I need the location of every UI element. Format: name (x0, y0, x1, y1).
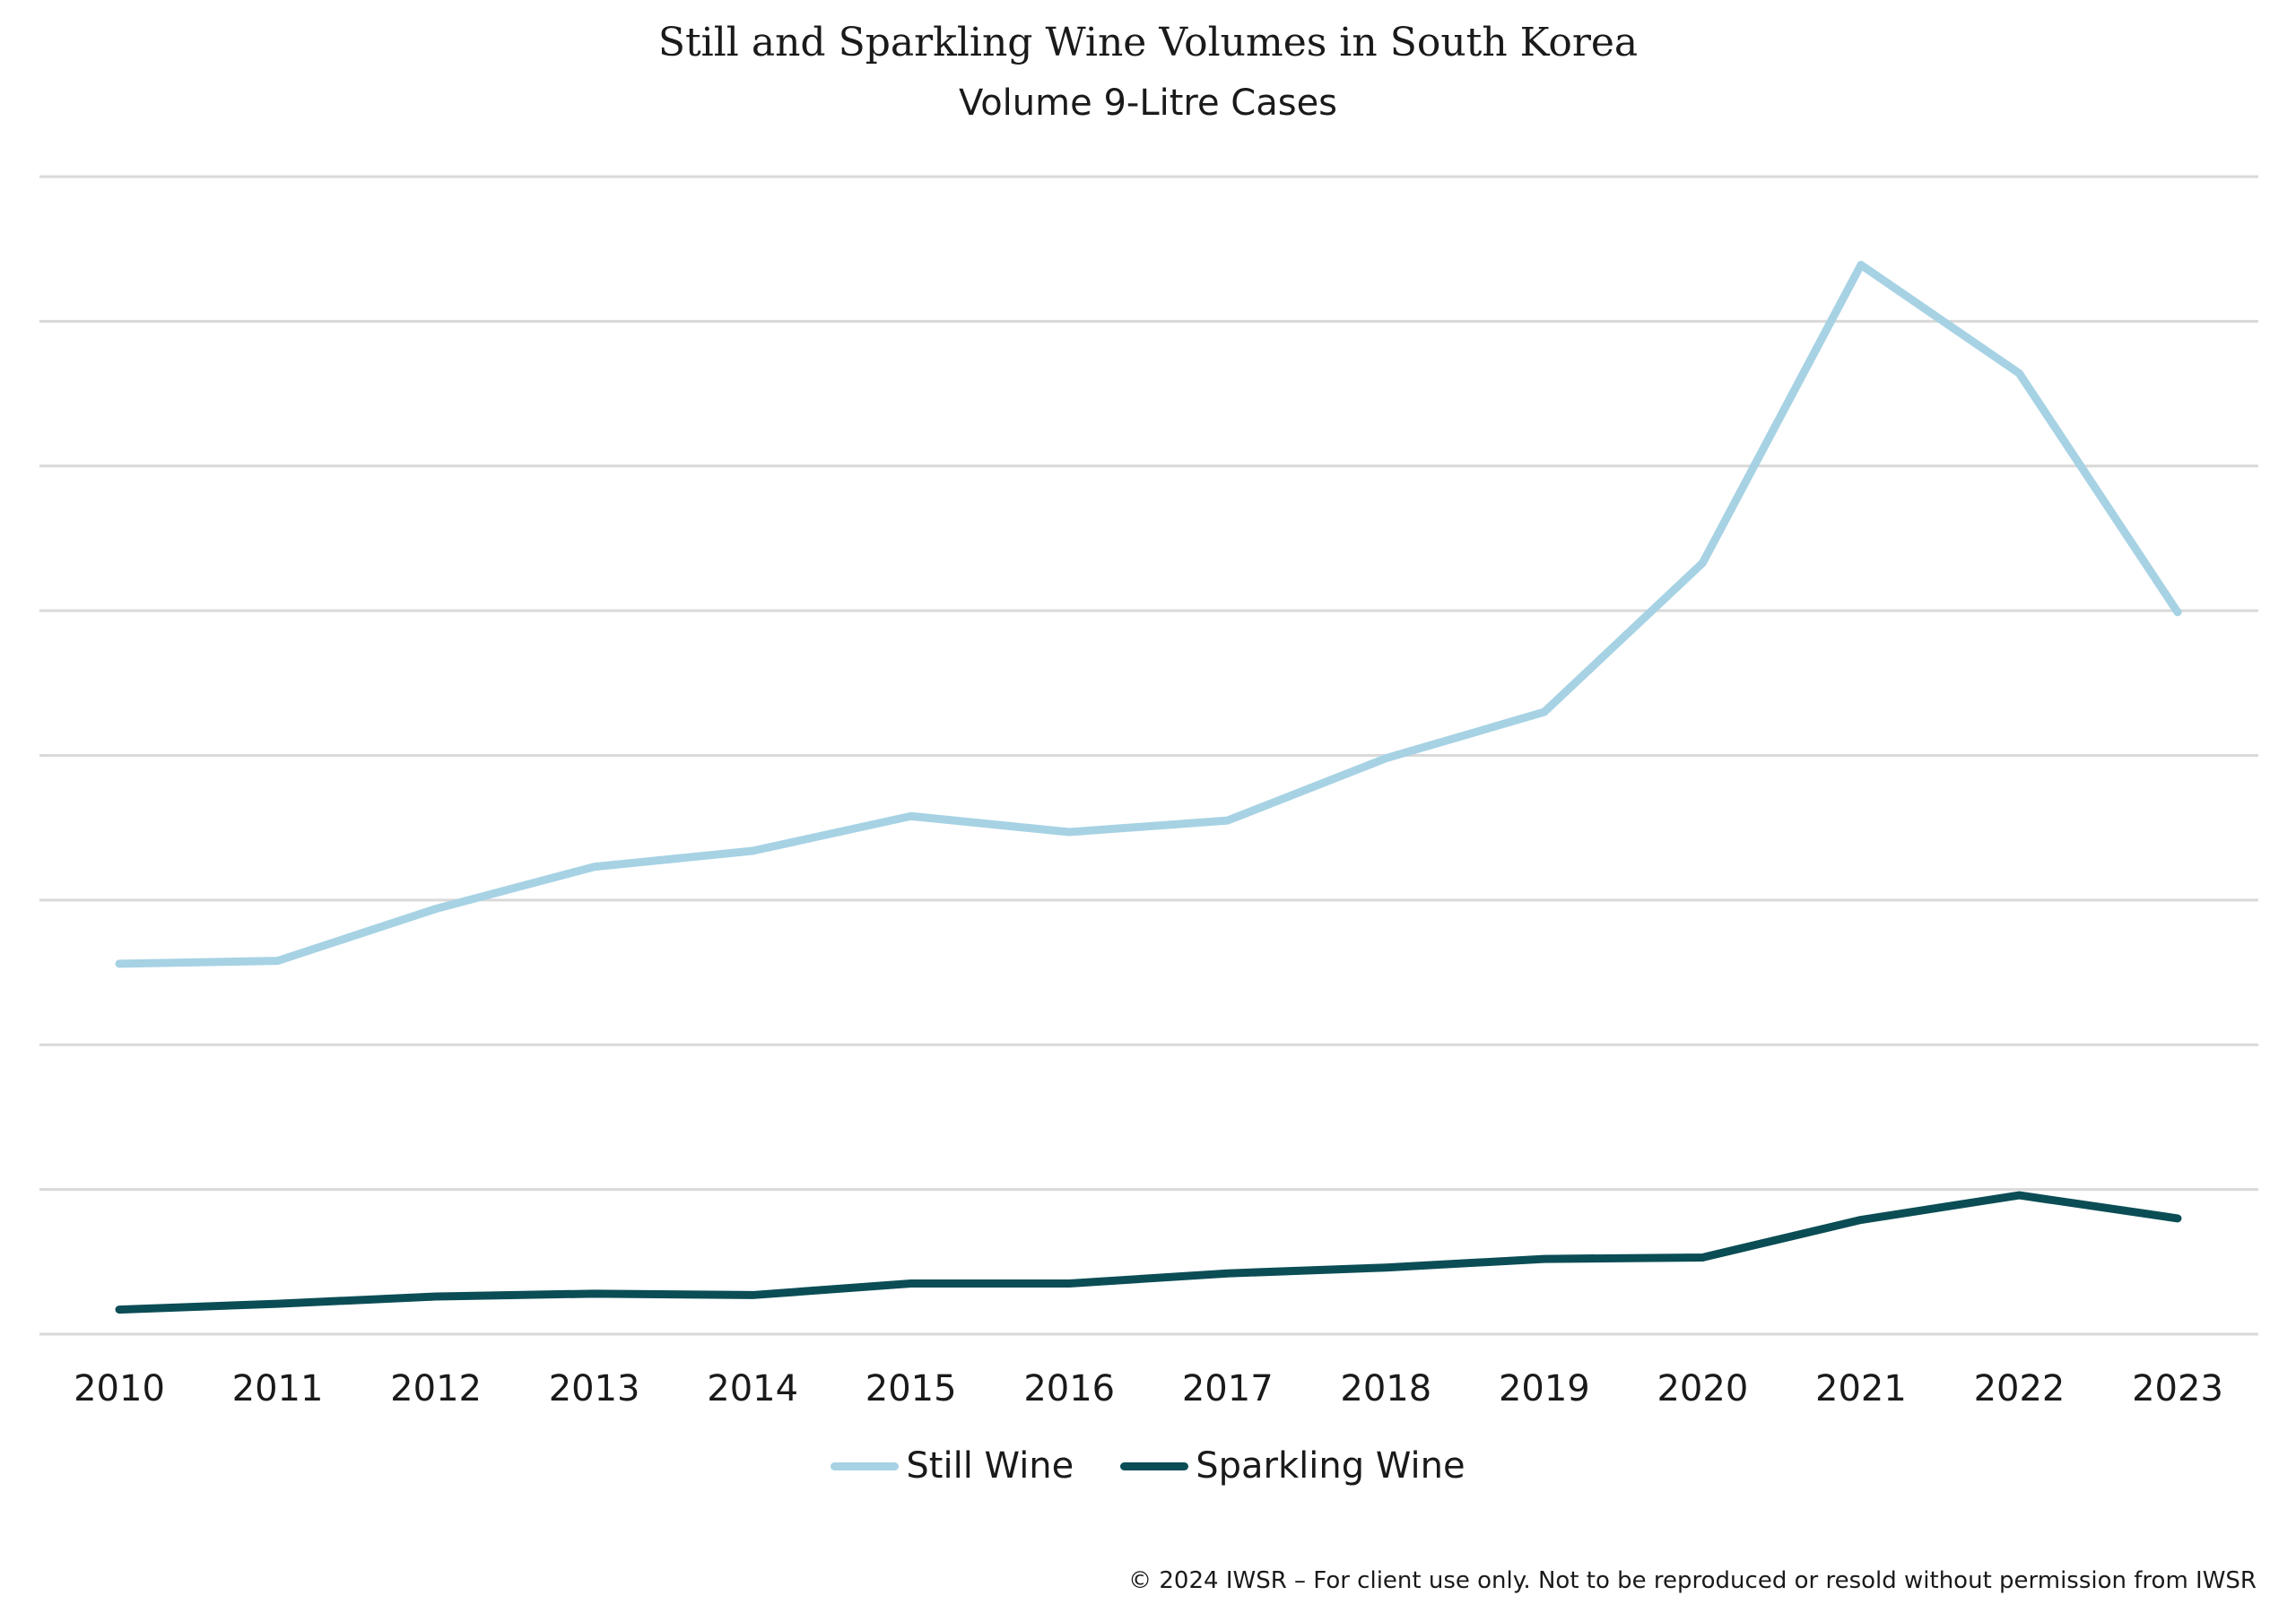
x-tick-label: 2015 (865, 1368, 957, 1409)
x-tick-label: 2021 (1815, 1368, 1907, 1409)
copyright-footer: © 2024 IWSR – For client use only. Not t… (1128, 1567, 2257, 1594)
legend-item-still-wine: Still Wine (831, 1445, 1074, 1487)
legend-swatch-sparkling-wine (1120, 1461, 1189, 1470)
x-tick-label: 2022 (1974, 1368, 2066, 1409)
x-tick-label: 2020 (1657, 1368, 1748, 1409)
x-tick-label: 2023 (2132, 1368, 2223, 1409)
chart-subtitle: Volume 9-Litre Cases (958, 82, 1338, 124)
chart-title: Still and Sparkling Wine Volumes in Sout… (657, 20, 1639, 65)
series-lines (115, 260, 2182, 1314)
gridlines (39, 175, 2258, 1336)
x-tick-label: 2018 (1340, 1368, 1431, 1409)
legend-item-sparkling-wine: Sparkling Wine (1120, 1445, 1465, 1487)
x-tick-label: 2019 (1499, 1368, 1590, 1409)
legend-label-sparkling-wine: Sparkling Wine (1196, 1445, 1465, 1487)
x-axis-tick-labels: 2010 2011 2012 2013 2014 2015 2016 2017 2018 2019… (74, 1368, 2223, 1409)
x-tick-label: 2012 (390, 1368, 482, 1409)
legend-label-still-wine: Still Wine (906, 1445, 1074, 1487)
series-line-sparkling-wine (115, 1191, 2182, 1314)
x-tick-label: 2011 (232, 1368, 324, 1409)
legend: Still Wine Sparkling Wine (0, 1445, 2296, 1487)
x-tick-label: 2016 (1023, 1368, 1115, 1409)
x-tick-label: 2017 (1182, 1368, 1274, 1409)
series-line-still-wine (115, 260, 2182, 968)
x-tick-label: 2010 (74, 1368, 165, 1409)
legend-swatch-still-wine (831, 1461, 900, 1470)
x-tick-label: 2013 (549, 1368, 640, 1409)
x-tick-label: 2014 (707, 1368, 798, 1409)
